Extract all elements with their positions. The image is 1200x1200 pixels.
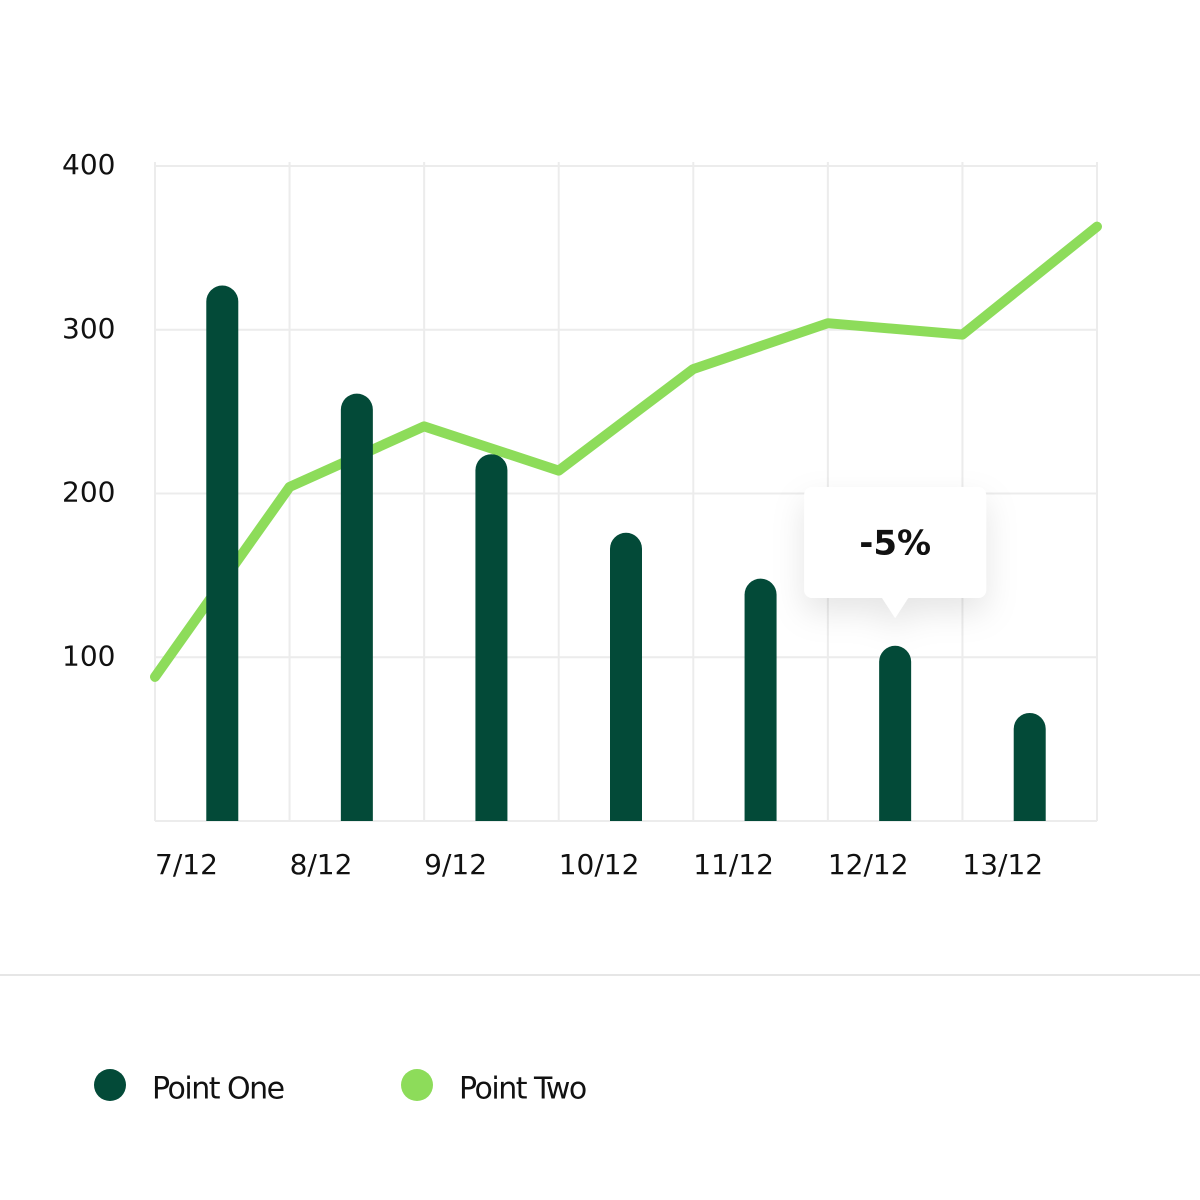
x-tick-label: 12/12 [828,848,909,881]
bar [744,578,777,821]
y-tick-label: 400 [62,148,115,181]
legend-label: Point Two [459,1072,586,1107]
x-tick-label: 11/12 [693,848,774,881]
tooltip [804,487,987,618]
x-tick-label: 10/12 [559,848,640,881]
x-tick-label: 7/12 [155,848,218,881]
legend-label: Point One [152,1072,284,1107]
x-tick-label: 13/12 [962,848,1043,881]
x-tick-label: 9/12 [424,848,487,881]
legend-marker [401,1069,433,1101]
bar [475,454,508,821]
line [150,221,1102,682]
bar [610,532,642,821]
tooltip-box [804,487,987,618]
y-tick-label: 100 [62,639,115,672]
legend-marker [94,1069,126,1101]
annotation: -5% [859,524,931,564]
bar [1013,712,1046,821]
x-tick-label: 8/12 [290,848,353,881]
y-tick-label: 200 [62,476,115,509]
y-tick-label: 300 [62,312,115,345]
bar [879,645,912,821]
bar [340,393,373,821]
bar [206,285,239,822]
